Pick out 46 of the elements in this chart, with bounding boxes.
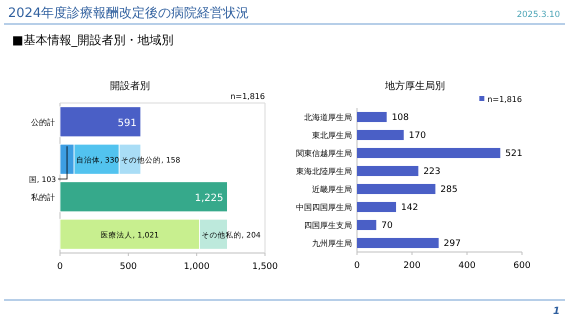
y-tick-label: 私的計 — [31, 192, 55, 202]
data-label: 223 — [423, 167, 441, 177]
bar — [357, 148, 500, 158]
x-tick-label: 400 — [458, 261, 476, 271]
data-label: 170 — [408, 131, 426, 141]
y-tick-label: 四国厚生支局 — [304, 221, 352, 230]
data-label: 70 — [381, 221, 393, 231]
data-label: 108 — [392, 113, 410, 123]
text: ■基本情報_開設者別・地域別 — [12, 33, 174, 47]
data-label: 591 — [118, 118, 137, 129]
x-tick-label: 0 — [57, 262, 64, 272]
bar — [357, 202, 396, 212]
x-tick-label: 1,500 — [252, 262, 278, 272]
bar — [60, 106, 142, 138]
bar — [357, 130, 404, 140]
text: 2024年度診療報酬改定後の病院経営状況 — [8, 5, 250, 21]
bar — [357, 220, 376, 230]
x-tick-label: 200 — [403, 261, 421, 271]
x-tick-label: 1,000 — [184, 262, 210, 272]
y-tick-label: 九州厚生局 — [312, 239, 352, 248]
y-tick-label: 関東信越厚生局 — [296, 149, 352, 158]
bar — [60, 181, 228, 212]
bar — [357, 112, 387, 122]
bar — [357, 166, 418, 176]
y-tick-label: 近畿厚生局 — [312, 185, 352, 194]
y-tick-label: 公的計 — [31, 118, 55, 127]
y-tick-label: 中国四国厚生局 — [296, 203, 352, 212]
data-label: 297 — [444, 239, 461, 249]
x-tick-label: 0 — [354, 261, 360, 271]
text: 2025.3.10 — [516, 10, 560, 20]
y-tick-label: 東北厚生局 — [312, 131, 352, 140]
data-label: 521 — [505, 149, 522, 159]
data-label: 285 — [440, 185, 458, 195]
bar — [357, 238, 439, 248]
data-label: 1,225 — [194, 192, 224, 204]
chart-title: 開設者別 — [110, 80, 150, 92]
y-tick-label: 北海道厚生局 — [304, 113, 352, 122]
legend-label: n=1,816 — [487, 95, 522, 104]
text: 1 — [553, 306, 560, 317]
data-label: 142 — [401, 203, 418, 213]
x-tick-label: 500 — [120, 262, 138, 272]
text: n=1,816 — [230, 92, 265, 101]
bar — [357, 184, 436, 194]
y-tick-label: 東海北陸厚生局 — [296, 167, 352, 176]
chart-title: 地方厚生局別 — [384, 80, 445, 92]
x-tick-label: 600 — [513, 261, 531, 271]
